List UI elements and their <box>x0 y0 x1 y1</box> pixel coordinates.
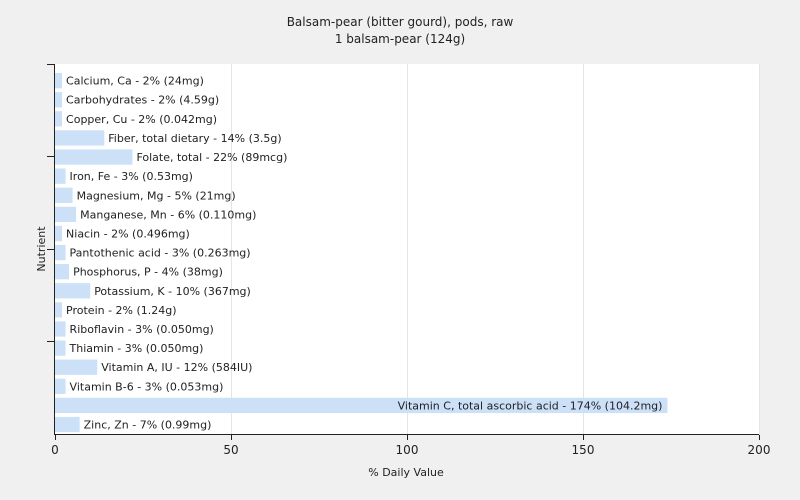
bar-label: Niacin - 2% (0.496mg) <box>66 227 190 240</box>
y-axis-ticks <box>47 64 55 342</box>
bar-label: Vitamin B-6 - 3% (0.053mg) <box>70 380 224 393</box>
bar-label: Iron, Fe - 3% (0.53mg) <box>70 170 193 183</box>
x-axis-title: % Daily Value <box>368 466 444 479</box>
bar-label: Thiamin - 3% (0.050mg) <box>69 342 204 355</box>
bar-label: Magnesium, Mg - 5% (21mg) <box>77 189 236 202</box>
bar <box>55 397 668 414</box>
bar-label: Pantothenic acid - 3% (0.263mg) <box>70 247 251 260</box>
x-tick-label: 200 <box>748 443 771 457</box>
bar-label: Vitamin A, IU - 12% (584IU) <box>101 361 252 374</box>
bar-label: Folate, total - 22% (89mcg) <box>136 151 287 164</box>
bar-label: Copper, Cu - 2% (0.042mg) <box>66 113 217 126</box>
bar-label: Calcium, Ca - 2% (24mg) <box>66 75 204 88</box>
bar <box>55 168 66 184</box>
bar <box>55 149 133 165</box>
bar-label: Riboflavin - 3% (0.050mg) <box>70 323 214 336</box>
x-tick-label: 50 <box>223 443 238 457</box>
x-tick-label: 100 <box>396 443 419 457</box>
bar <box>55 264 70 280</box>
y-axis-title: Nutrient <box>35 226 48 272</box>
bar <box>55 302 63 318</box>
bar-label: Phosphorus, P - 4% (38mg) <box>73 266 223 279</box>
bar <box>55 321 66 337</box>
bar <box>55 187 73 203</box>
bar-label: Carbohydrates - 2% (4.59g) <box>66 94 219 107</box>
bar <box>55 130 105 146</box>
chart-title: Balsam-pear (bitter gourd), pods, raw <box>286 15 514 29</box>
bar-label: Zinc, Zn - 7% (0.99mg) <box>84 419 212 432</box>
x-tick-label: 0 <box>51 443 59 457</box>
bar <box>55 206 77 223</box>
x-tick-label: 150 <box>572 443 595 457</box>
bar-label: Potassium, K - 10% (367mg) <box>94 285 251 298</box>
bar <box>55 244 66 261</box>
bar <box>55 378 66 394</box>
bar <box>55 283 91 299</box>
bar <box>55 359 98 375</box>
chart-subtitle: 1 balsam-pear (124g) <box>334 32 466 46</box>
x-axis-ticks: 0 50 100 150 200 <box>51 435 770 457</box>
bar-label: Manganese, Mn - 6% (0.110mg) <box>80 208 256 221</box>
bar <box>55 225 63 242</box>
bar-label-group: Calcium, Ca - 2% (24mg) Carbohydrates - 2… <box>66 75 662 432</box>
bar-group <box>55 73 668 433</box>
bar <box>55 340 66 356</box>
grid-lines <box>231 64 760 435</box>
bar-label: Fiber, total dietary - 14% (3.5g) <box>108 132 281 145</box>
bar-label: Protein - 2% (1.24g) <box>66 304 177 317</box>
bar <box>55 92 63 108</box>
bar <box>55 111 63 127</box>
bar <box>55 416 80 433</box>
bar-label: Vitamin C, total ascorbic acid - 174% (1… <box>398 399 663 412</box>
bar <box>55 73 63 89</box>
